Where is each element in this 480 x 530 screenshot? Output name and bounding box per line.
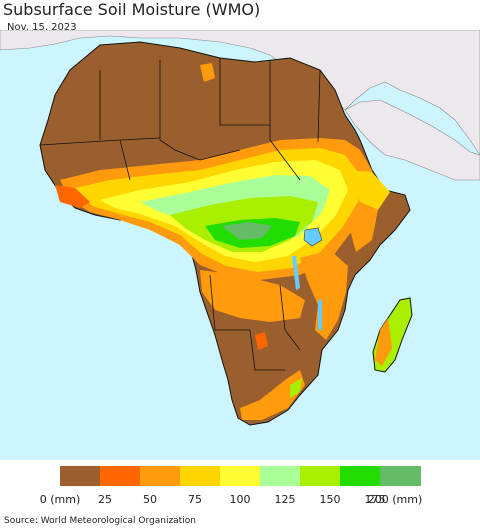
- horn-orange: [350, 202, 378, 252]
- legend-swatch-6: [300, 466, 341, 486]
- map-title: Subsurface Soil Moisture (WMO): [3, 0, 261, 19]
- legend-tick-8: 200 (mm): [367, 493, 423, 506]
- legend-tick-6: 150: [319, 493, 341, 506]
- legend-tick-3: 75: [188, 493, 202, 506]
- map-date: Nov. 15, 2023: [7, 22, 77, 33]
- legend-swatch-5: [260, 466, 301, 486]
- south-orange-patch: [255, 332, 268, 350]
- eastafrica-orange: [300, 250, 348, 340]
- legend-tick-7: 175: [364, 493, 386, 506]
- horn-yellow: [345, 170, 390, 210]
- legend-tick-2: 50: [143, 493, 157, 506]
- legend-swatch-4: [220, 466, 261, 486]
- lake-victoria: [303, 227, 323, 247]
- south-orange: [200, 270, 305, 322]
- legend-swatch-0: [60, 466, 101, 486]
- legend-swatch-1: [100, 466, 141, 486]
- south-coast-orange: [240, 370, 305, 420]
- legend-swatch-2: [140, 466, 181, 486]
- guinea-coast-orange: [55, 185, 90, 208]
- wet-darkgreen: [222, 222, 272, 240]
- other-land-arabia: [344, 99, 480, 181]
- legend-swatch-8: [380, 466, 421, 486]
- legend-swatch-7: [340, 466, 381, 486]
- madagascar-west: [375, 318, 392, 366]
- map-area: [0, 29, 480, 460]
- libya-oasis: [200, 63, 215, 82]
- legend-tick-5: 125: [274, 493, 296, 506]
- country-borders: [39, 58, 321, 371]
- legend-tick-1: 25: [98, 493, 112, 506]
- source-credit: Source: World Meteorological Organizatio…: [4, 516, 196, 526]
- south-coast-green: [290, 378, 302, 398]
- legend-tick-4: 100: [229, 493, 251, 506]
- lake-malawi: [318, 300, 322, 330]
- lake-tanganyika: [292, 256, 300, 290]
- legend: 0 (mm) 25 50 75 100 125 150 175 200 (mm): [0, 460, 480, 512]
- legend-swatch-3: [180, 466, 221, 486]
- legend-tick-0: 0 (mm): [39, 493, 81, 506]
